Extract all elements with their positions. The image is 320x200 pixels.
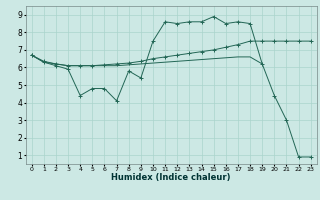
X-axis label: Humidex (Indice chaleur): Humidex (Indice chaleur) xyxy=(111,173,231,182)
